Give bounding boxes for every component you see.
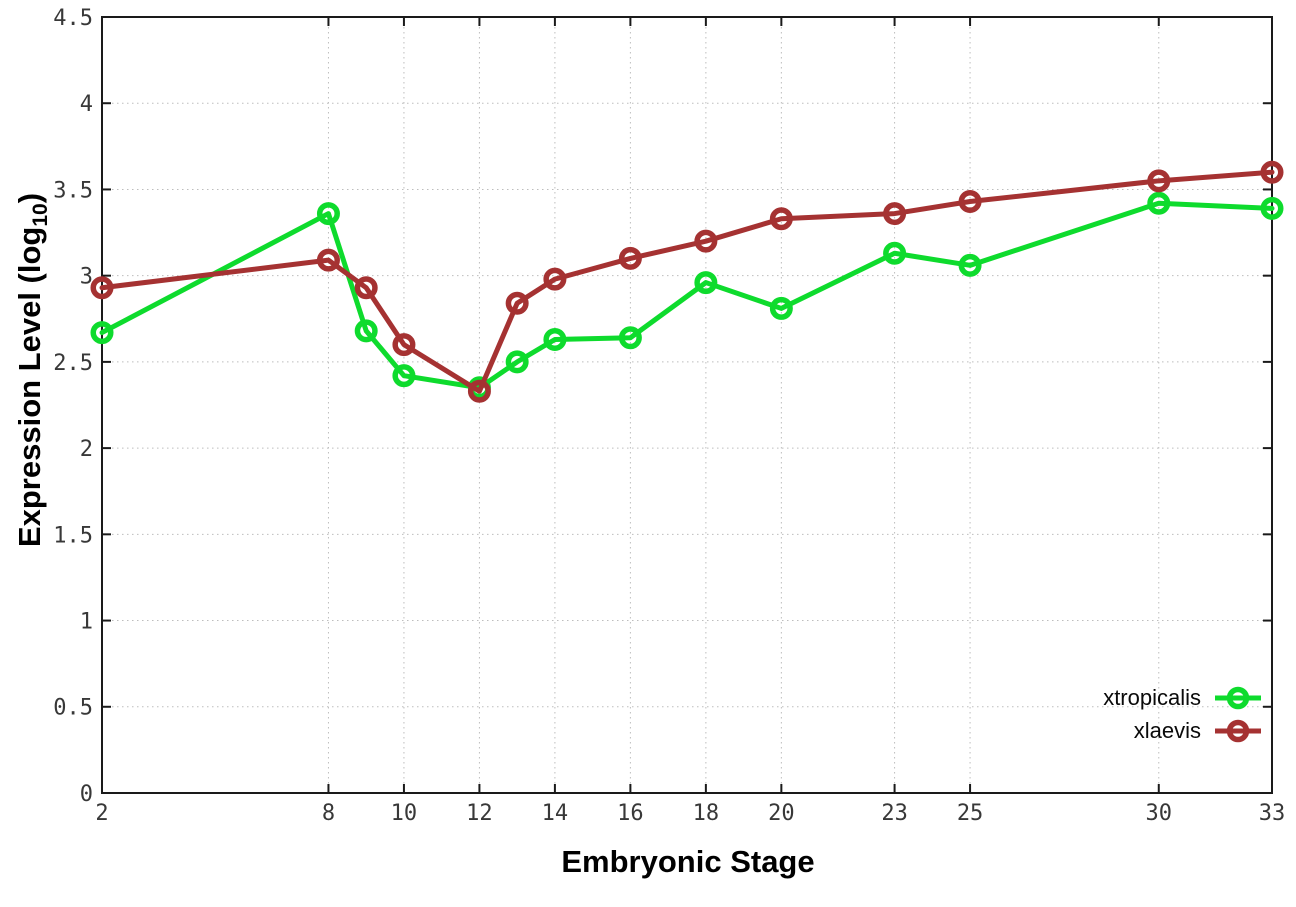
x-tick-label: 14	[542, 801, 569, 826]
x-tick-label: 8	[322, 801, 335, 826]
data-point-marker	[543, 267, 567, 291]
x-tick-label: 25	[957, 801, 984, 826]
data-point-marker	[90, 321, 114, 345]
data-point-marker	[354, 319, 378, 343]
legend-sample-line-circle-icon	[1215, 686, 1261, 710]
data-point-marker	[392, 364, 416, 388]
y-axis-title-text: Expression Level (log	[12, 226, 47, 548]
data-point-marker	[618, 246, 642, 270]
plot-border	[101, 16, 1273, 794]
legend-entry-xlaevis: xlaevis	[1134, 718, 1263, 744]
legend-entry-xtropicalis: xtropicalis	[1103, 685, 1263, 711]
data-point-marker	[958, 253, 982, 277]
legend: xtropicalis xlaevis	[1103, 685, 1263, 744]
data-point-marker	[1260, 196, 1284, 220]
y-tick-label: 2.5	[53, 351, 93, 376]
y-tick-label: 4.5	[53, 6, 93, 31]
data-point-marker	[769, 207, 793, 231]
data-point-marker	[883, 202, 907, 226]
data-point-marker	[1147, 191, 1171, 215]
x-tick-label: 2	[95, 801, 108, 826]
series-line-xtropicalis	[99, 200, 1275, 391]
y-tick-label: 3	[80, 265, 93, 290]
x-tick-label: 18	[693, 801, 720, 826]
legend-label-xlaevis: xlaevis	[1133, 718, 1201, 743]
data-point-marker	[694, 229, 718, 253]
x-tick-label: 12	[466, 801, 493, 826]
tick-marks	[101, 16, 1273, 794]
legend-sample-line-circle-icon	[1215, 719, 1261, 743]
data-point-marker	[1147, 169, 1171, 193]
data-point-marker	[618, 326, 642, 350]
y-tick-label: 0.5	[53, 696, 93, 721]
x-tick-label: 10	[391, 801, 418, 826]
data-point-marker	[467, 379, 491, 403]
gridlines	[102, 17, 1272, 793]
data-point-marker	[1260, 160, 1284, 184]
series-xlaevis	[90, 160, 1284, 403]
y-tick-label: 2	[80, 437, 93, 462]
y-axis-title-subscript: 10	[29, 203, 53, 227]
data-point-marker	[769, 296, 793, 320]
x-axis-title: Embryonic Stage	[561, 844, 815, 879]
data-point-marker	[543, 327, 567, 351]
y-tick-label: 3.5	[53, 178, 93, 203]
data-point-marker	[694, 271, 718, 295]
x-tick-label: 23	[881, 801, 908, 826]
y-axis-title: Expression Level (log10)	[12, 192, 52, 548]
data-point-marker	[505, 350, 529, 374]
series-line-xlaevis	[99, 169, 1275, 394]
data-point-marker	[392, 333, 416, 357]
data-point-marker	[316, 202, 340, 226]
x-tick-label: 33	[1259, 801, 1286, 826]
legend-label-xtropicalis: xtropicalis	[1103, 685, 1201, 710]
data-point-marker	[316, 248, 340, 272]
series-xtropicalis	[90, 191, 1284, 400]
y-tick-label: 0	[80, 782, 93, 807]
y-tick-label: 1	[80, 609, 93, 634]
data-point-marker	[505, 291, 529, 315]
data-point-marker	[90, 276, 114, 300]
y-tick-label: 4	[80, 92, 93, 117]
x-tick-label: 20	[768, 801, 795, 826]
data-point-marker	[958, 190, 982, 214]
data-point-marker	[354, 276, 378, 300]
y-tick-labels: 0 0.5 1 1.5 2 2.5 3 3.5 4 4.5	[53, 6, 93, 807]
x-tick-label: 30	[1146, 801, 1173, 826]
y-axis-title-close: )	[12, 192, 47, 204]
data-point-marker	[883, 241, 907, 265]
x-tick-labels: 2 8 10 12 14 16 18 20 23 25 30 33	[95, 801, 1285, 826]
x-tick-label: 16	[617, 801, 644, 826]
y-tick-label: 1.5	[53, 523, 93, 548]
